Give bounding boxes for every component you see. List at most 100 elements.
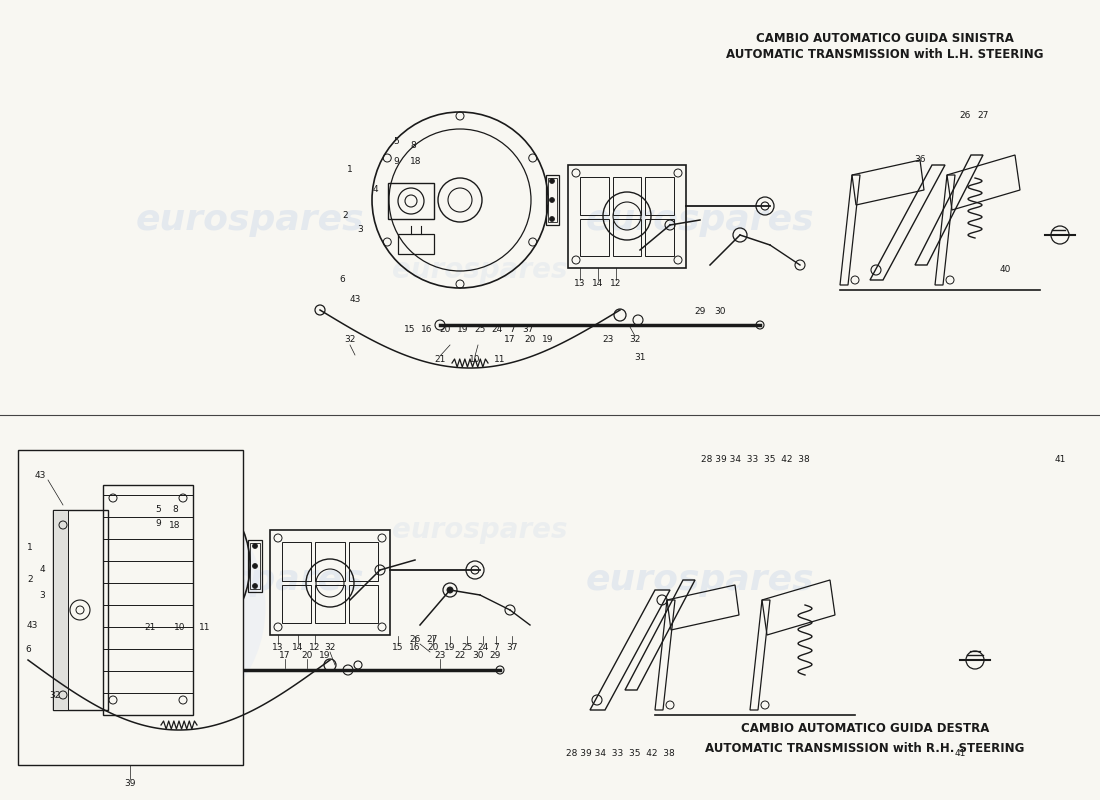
Text: CAMBIO AUTOMATICO GUIDA SINISTRA: CAMBIO AUTOMATICO GUIDA SINISTRA xyxy=(756,31,1014,45)
Text: 41: 41 xyxy=(1054,455,1066,465)
Circle shape xyxy=(550,198,554,202)
Ellipse shape xyxy=(18,482,265,734)
Bar xyxy=(18,450,243,765)
Text: 37: 37 xyxy=(506,643,518,653)
Text: 28 39 34  33  35  42  38: 28 39 34 33 35 42 38 xyxy=(701,455,810,465)
Text: 36: 36 xyxy=(914,155,926,165)
Text: 7: 7 xyxy=(509,326,515,334)
Bar xyxy=(248,540,262,592)
Text: 8: 8 xyxy=(172,506,178,514)
Text: 21: 21 xyxy=(144,623,156,633)
Text: 28 39 34  33  35  42  38: 28 39 34 33 35 42 38 xyxy=(565,749,674,758)
Bar xyxy=(568,165,686,268)
Circle shape xyxy=(253,583,257,589)
Text: 16: 16 xyxy=(421,326,432,334)
Bar xyxy=(580,177,608,214)
Text: 4: 4 xyxy=(372,186,377,194)
Text: 20: 20 xyxy=(427,643,439,653)
Text: 37: 37 xyxy=(522,326,534,334)
Text: 5: 5 xyxy=(155,506,161,514)
Bar xyxy=(546,175,559,225)
Text: 21: 21 xyxy=(434,355,446,365)
Text: eurospares: eurospares xyxy=(585,563,814,597)
Text: 43: 43 xyxy=(26,621,37,630)
Bar xyxy=(53,510,108,710)
Text: 27: 27 xyxy=(977,110,989,119)
Bar xyxy=(388,183,434,219)
Text: 30: 30 xyxy=(472,650,484,659)
Text: 10: 10 xyxy=(174,623,186,633)
Text: 15: 15 xyxy=(393,643,404,653)
Bar xyxy=(88,548,136,586)
Text: 27: 27 xyxy=(427,635,438,645)
Text: 3: 3 xyxy=(40,590,45,599)
Text: 29: 29 xyxy=(490,650,500,659)
Text: 8: 8 xyxy=(410,142,416,150)
Bar xyxy=(548,178,557,222)
Text: AUTOMATIC TRANSMISSION with R.H. STEERING: AUTOMATIC TRANSMISSION with R.H. STEERIN… xyxy=(705,742,1025,754)
Text: 14: 14 xyxy=(592,279,604,289)
Text: 12: 12 xyxy=(309,643,321,653)
Bar xyxy=(103,485,192,715)
Text: 26: 26 xyxy=(409,635,420,645)
Text: 22: 22 xyxy=(454,650,465,659)
Text: 5: 5 xyxy=(393,137,399,146)
Text: 23: 23 xyxy=(434,650,446,659)
Text: 18: 18 xyxy=(169,521,180,530)
Text: 29: 29 xyxy=(694,307,706,317)
Text: 32: 32 xyxy=(629,335,640,345)
Text: 19: 19 xyxy=(444,643,455,653)
Bar xyxy=(646,218,674,256)
Text: 23: 23 xyxy=(603,335,614,345)
Text: 3: 3 xyxy=(358,226,363,234)
Text: eurospares: eurospares xyxy=(393,256,568,284)
Bar xyxy=(250,543,260,589)
Text: 43: 43 xyxy=(34,470,46,479)
Text: 12: 12 xyxy=(610,279,621,289)
Text: 2: 2 xyxy=(28,575,33,585)
Circle shape xyxy=(550,178,554,183)
Text: 9: 9 xyxy=(155,518,161,527)
Circle shape xyxy=(253,563,257,569)
Bar xyxy=(646,177,674,214)
Bar xyxy=(270,530,390,635)
Text: 17: 17 xyxy=(504,335,516,345)
Bar xyxy=(613,177,641,214)
Bar xyxy=(282,542,311,581)
Bar xyxy=(316,585,344,623)
Text: 19: 19 xyxy=(458,326,469,334)
Bar xyxy=(349,585,378,623)
Text: AUTOMATIC TRANSMISSION with L.H. STEERING: AUTOMATIC TRANSMISSION with L.H. STEERIN… xyxy=(726,49,1044,62)
Text: 25: 25 xyxy=(474,326,486,334)
Text: 25: 25 xyxy=(461,643,473,653)
Text: eurospares: eurospares xyxy=(585,203,814,237)
Text: eurospares: eurospares xyxy=(135,563,364,597)
Text: 39: 39 xyxy=(124,778,135,787)
Circle shape xyxy=(447,587,453,593)
Bar xyxy=(316,542,344,581)
Text: 1: 1 xyxy=(348,166,353,174)
Text: 1: 1 xyxy=(28,543,33,553)
Text: 31: 31 xyxy=(635,354,646,362)
Text: 13: 13 xyxy=(574,279,585,289)
Text: CAMBIO AUTOMATICO GUIDA DESTRA: CAMBIO AUTOMATICO GUIDA DESTRA xyxy=(740,722,989,734)
Circle shape xyxy=(253,543,257,549)
Text: 11: 11 xyxy=(199,623,211,633)
Text: 14: 14 xyxy=(293,643,304,653)
Text: 40: 40 xyxy=(999,266,1011,274)
Bar xyxy=(282,585,311,623)
Text: 9: 9 xyxy=(393,157,399,166)
Text: eurospares: eurospares xyxy=(393,516,568,544)
Text: 10: 10 xyxy=(470,355,481,365)
Bar xyxy=(613,218,641,256)
Text: 6: 6 xyxy=(339,275,345,285)
Text: 2: 2 xyxy=(342,210,348,219)
Text: 41: 41 xyxy=(955,749,966,758)
Text: 32: 32 xyxy=(344,335,355,345)
Text: 15: 15 xyxy=(405,326,416,334)
Text: 4: 4 xyxy=(40,566,45,574)
Circle shape xyxy=(550,217,554,222)
Text: 20: 20 xyxy=(525,335,536,345)
Text: 32: 32 xyxy=(324,642,336,651)
Text: 6: 6 xyxy=(25,646,31,654)
